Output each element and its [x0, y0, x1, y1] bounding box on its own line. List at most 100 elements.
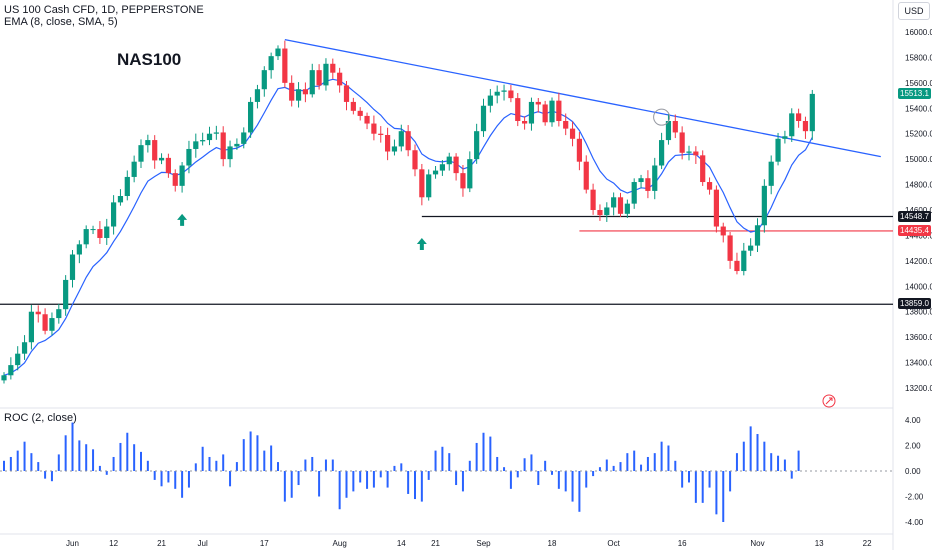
- price-tick-label: 14400.0: [905, 231, 932, 240]
- candle-body: [439, 164, 445, 171]
- candle-body: [275, 48, 281, 57]
- time-tick-label: Aug: [333, 539, 347, 548]
- candle-body: [583, 161, 589, 190]
- level-tag-low: 13859.0: [898, 298, 931, 310]
- candle-body: [8, 365, 14, 376]
- roc-tick-label: -2.00: [905, 493, 924, 502]
- price-axis[interactable]: 16000.0 15800.0 15600.0 15400.0 15200.0 15000…: [905, 28, 932, 393]
- candle-body: [254, 89, 261, 102]
- horizontal-levels: [0, 215, 893, 305]
- candle-body: [289, 82, 295, 101]
- candle-body: [522, 121, 528, 124]
- candle-body: [624, 203, 630, 214]
- candle-body: [611, 197, 617, 208]
- time-tick-label: Nov: [750, 539, 764, 548]
- candle-body: [754, 225, 761, 246]
- up-arrow-icon: [177, 213, 188, 226]
- candle-body: [248, 101, 254, 133]
- candle-body: [111, 202, 117, 227]
- trendline-segment: [284, 38, 881, 158]
- candle-body: [775, 138, 781, 162]
- price-tick-label: 15600.0: [905, 79, 932, 88]
- currency-button[interactable]: USD: [898, 2, 930, 20]
- candle-body: [371, 123, 377, 134]
- price-tick-label: 14200.0: [905, 257, 932, 266]
- candle-body: [76, 244, 82, 255]
- roc-indicator-legend[interactable]: ROC (2, close): [4, 412, 77, 424]
- candle-body: [645, 178, 651, 191]
- candle-body: [419, 169, 425, 198]
- candle-body: [398, 131, 404, 147]
- time-tick-label: 21: [431, 539, 440, 548]
- candle-body: [261, 70, 267, 90]
- candle-body: [97, 229, 103, 238]
- candle-body: [460, 173, 466, 189]
- candle-body: [42, 314, 48, 331]
- candle-body: [768, 161, 774, 186]
- candle-body: [659, 140, 665, 166]
- candle-body: [679, 132, 685, 153]
- candle-body: [412, 150, 418, 170]
- price-tick-label: 15000.0: [905, 155, 932, 164]
- candle-body: [158, 157, 165, 161]
- candle-body: [652, 165, 658, 191]
- candle-body: [809, 93, 815, 132]
- candle-body: [124, 176, 130, 197]
- candle-body: [357, 110, 363, 116]
- roc-tick-label: 2.00: [905, 442, 921, 451]
- candle-body: [200, 140, 206, 142]
- candle-body: [35, 311, 41, 315]
- price-tick-label: 15400.0: [905, 104, 932, 113]
- candle-body: [734, 260, 740, 272]
- candle-body: [700, 155, 706, 183]
- candle-body: [515, 98, 521, 121]
- candle-body: [378, 133, 384, 135]
- candle-body: [453, 156, 459, 174]
- time-tick-label: 16: [678, 539, 687, 548]
- candle-body: [364, 115, 370, 124]
- candle-body: [782, 136, 788, 139]
- candle-body: [748, 245, 754, 251]
- roc-tick-label: 4.00: [905, 416, 921, 425]
- candle-body: [617, 197, 624, 214]
- candle-body: [220, 132, 226, 160]
- candle-body: [741, 250, 747, 272]
- candle-body: [49, 318, 55, 331]
- candle-body: [604, 207, 610, 216]
- candle-body: [241, 132, 247, 144]
- last-price-tag: 15513.1: [898, 87, 931, 99]
- time-axis[interactable]: 5Jun1221Jul17Aug1421Sep18Oct16Nov1322: [0, 539, 872, 548]
- alert-icon[interactable]: [822, 394, 836, 408]
- candle-body: [446, 156, 452, 165]
- time-tick-label: 12: [109, 539, 118, 548]
- time-tick-label: 14: [397, 539, 406, 548]
- trendline[interactable]: [284, 38, 881, 158]
- candle-body: [693, 151, 699, 156]
- nas100-annotation: NAS100: [117, 50, 182, 69]
- time-tick-label: 18: [548, 539, 557, 548]
- candle-body: [542, 104, 548, 123]
- circle-marker: [653, 108, 671, 126]
- candle-body: [638, 178, 644, 183]
- candle-body: [21, 342, 28, 354]
- candle-body: [234, 143, 240, 147]
- indicator-legend[interactable]: EMA (8, close, SMA, 5): [4, 16, 118, 28]
- time-tick-label: Oct: [607, 539, 620, 548]
- candle-body: [686, 151, 692, 153]
- candle-body: [569, 128, 576, 139]
- candle-body: [343, 85, 350, 102]
- candle-body: [761, 185, 767, 226]
- grid: [0, 0, 894, 550]
- candle-body: [706, 182, 713, 190]
- symbol-title[interactable]: US 100 Cash CFD, 1D, PEPPERSTONE: [4, 4, 204, 16]
- candle-body: [487, 95, 493, 106]
- candle-body: [535, 101, 541, 105]
- time-tick-label: Jul: [198, 539, 208, 548]
- time-tick-label: 22: [863, 539, 872, 548]
- ema-line: [3, 78, 813, 376]
- level-tag-red: 14435.4: [898, 224, 931, 236]
- candle-body: [576, 138, 582, 162]
- candle-body: [63, 279, 69, 310]
- candle-body: [282, 48, 288, 83]
